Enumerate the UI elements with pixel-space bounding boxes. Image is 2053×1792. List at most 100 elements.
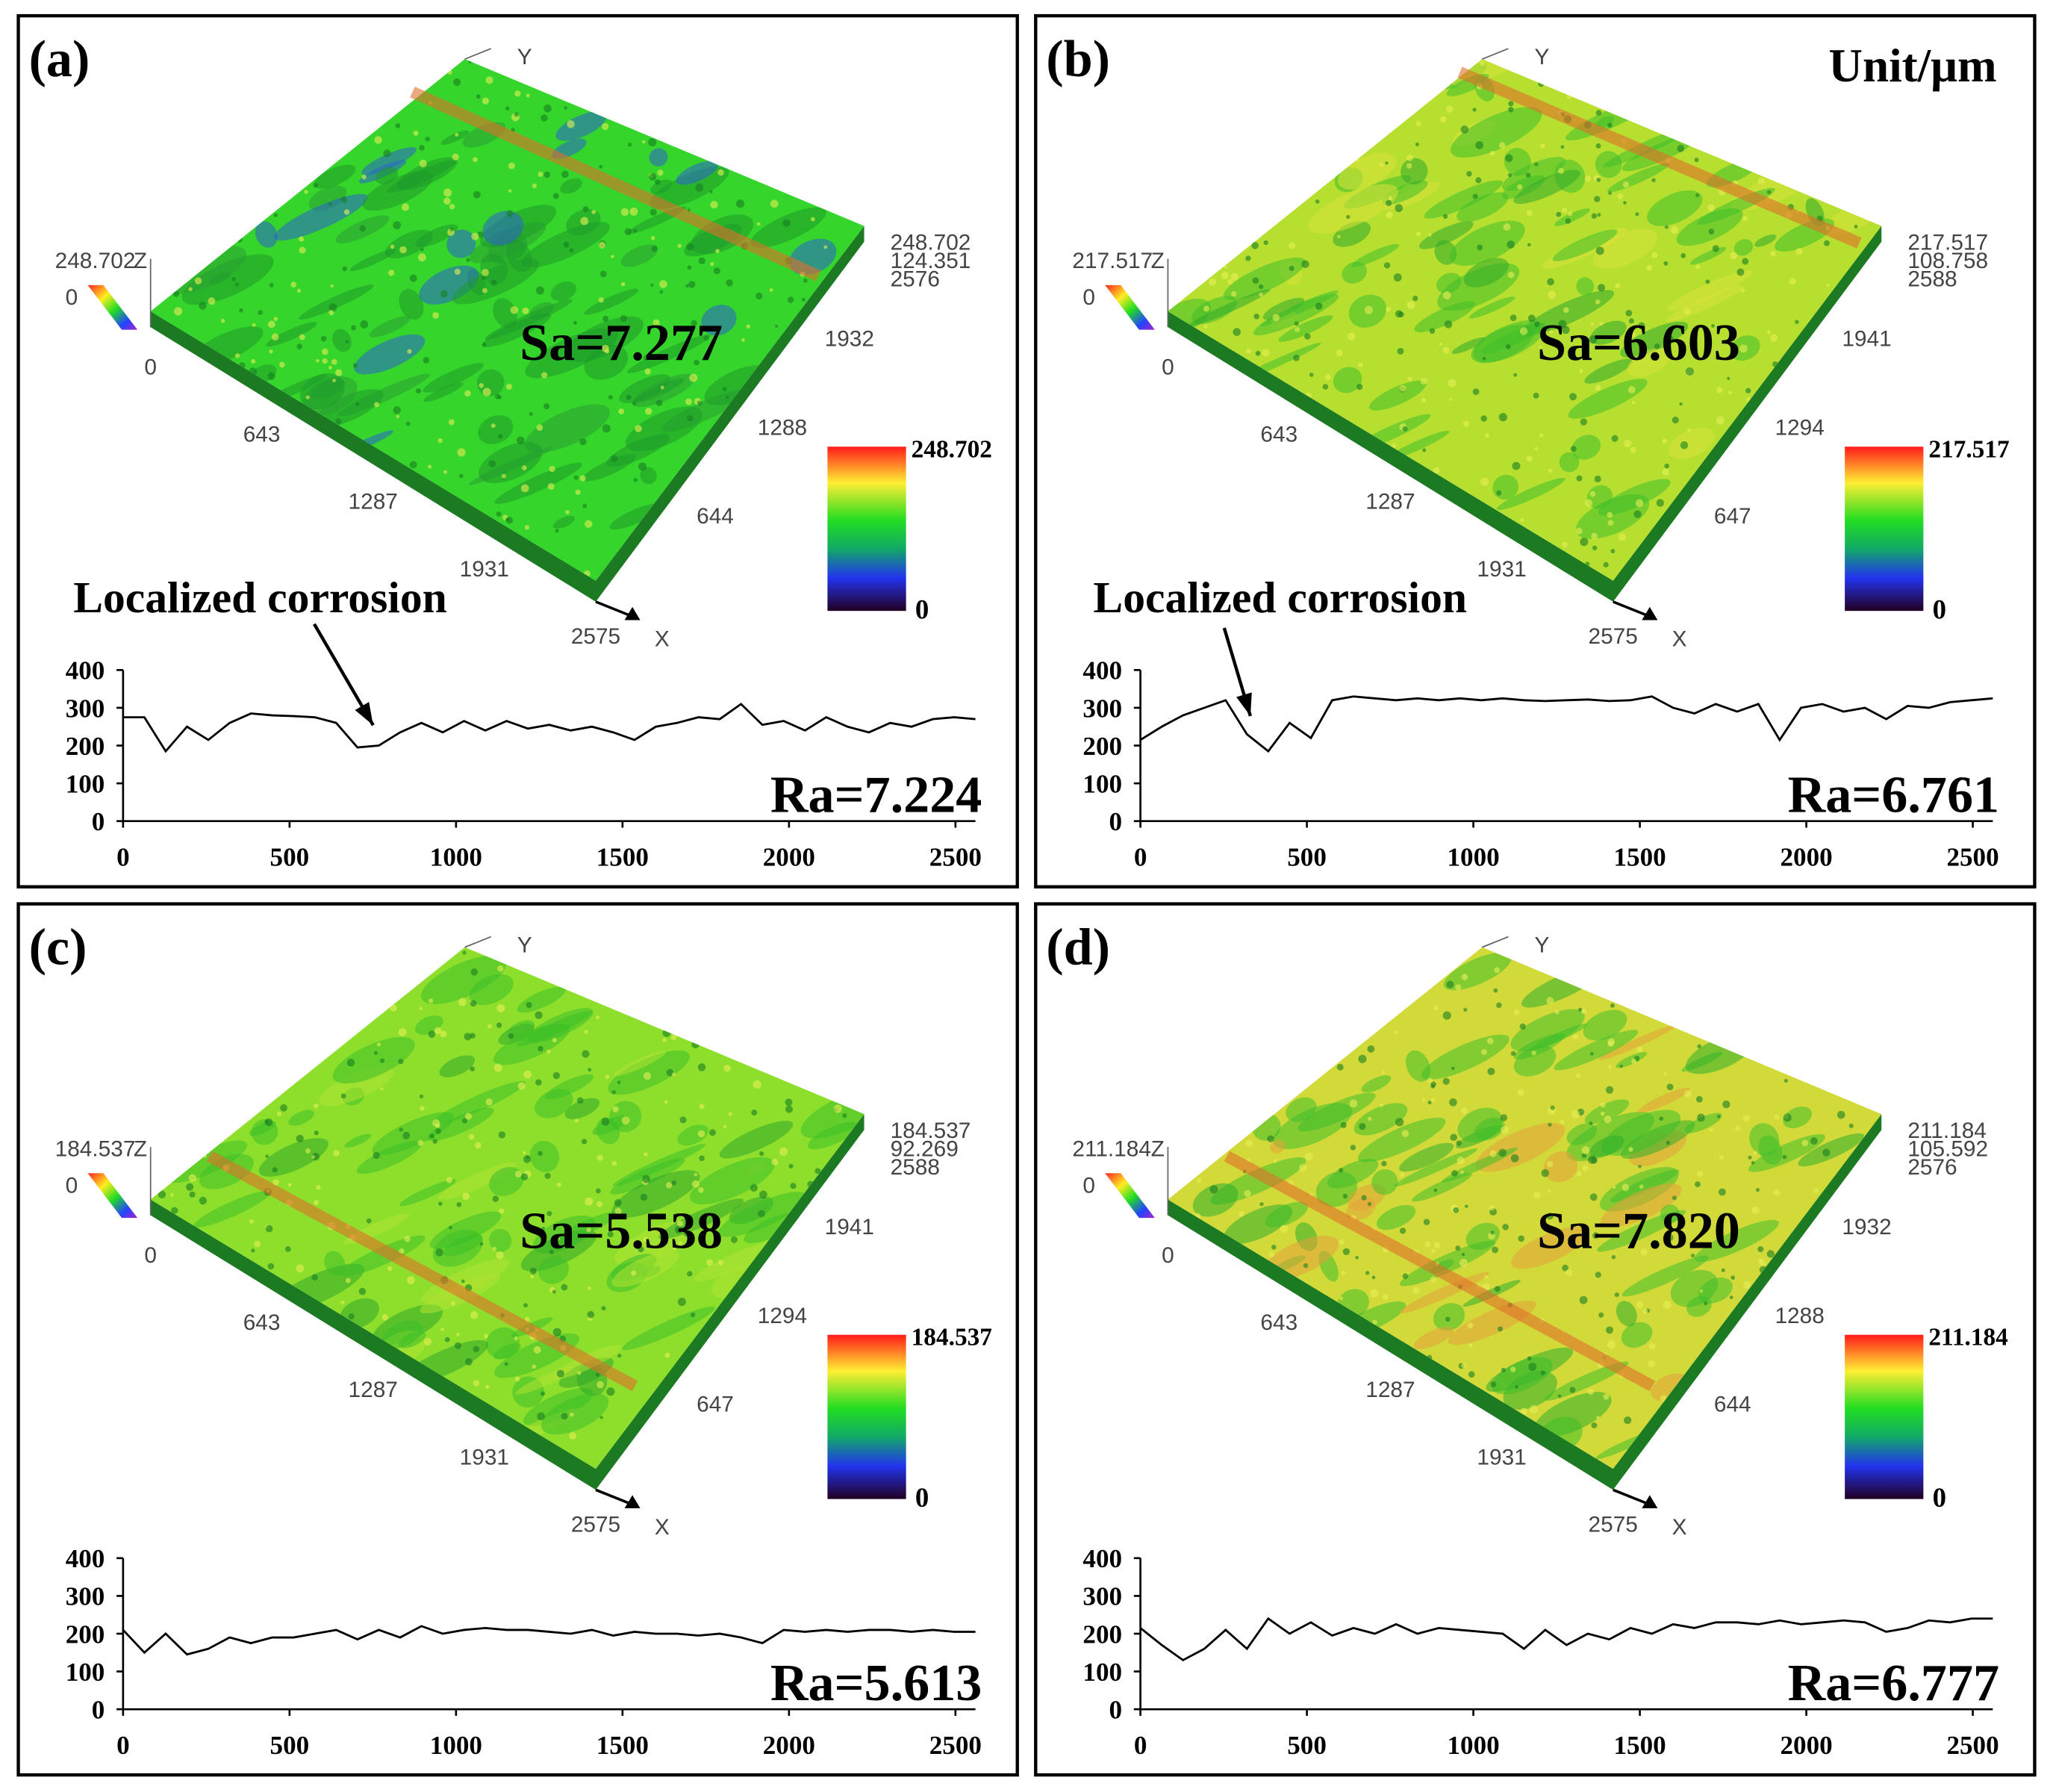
surface-speck bbox=[1415, 142, 1419, 146]
surface-speck bbox=[1455, 1245, 1461, 1251]
surface-speck bbox=[587, 1310, 595, 1319]
y-tick-label: 100 bbox=[66, 769, 105, 798]
surface-patch bbox=[332, 329, 352, 352]
surface-speck bbox=[1406, 163, 1412, 169]
surface-speck bbox=[447, 69, 452, 75]
surface-speck bbox=[582, 1050, 590, 1058]
surface-speck bbox=[651, 245, 658, 252]
surface-speck bbox=[685, 284, 689, 288]
surface-patch bbox=[288, 1110, 314, 1126]
surface-speck bbox=[543, 403, 550, 410]
surface-speck bbox=[1666, 1083, 1674, 1091]
surface-patch bbox=[1418, 221, 1474, 249]
annotation: Localized corrosion bbox=[1093, 573, 1467, 622]
surface-speck bbox=[1412, 296, 1418, 302]
surface-patch bbox=[1463, 258, 1509, 287]
surface-speck bbox=[1525, 172, 1531, 178]
surface-speck bbox=[1607, 1038, 1616, 1046]
surface-speck bbox=[290, 281, 297, 288]
annotation: Localized corrosion bbox=[73, 573, 447, 622]
y-tick-label: 100 bbox=[1082, 769, 1122, 798]
surface-speck bbox=[1526, 455, 1533, 462]
surface-speck bbox=[627, 142, 632, 147]
surface-patch bbox=[1798, 1133, 1865, 1167]
surface bbox=[150, 947, 864, 1469]
surface-speck bbox=[1711, 324, 1715, 328]
surface-speck bbox=[1245, 255, 1251, 261]
surface-speck bbox=[1533, 1191, 1541, 1199]
surface-speck bbox=[479, 1242, 484, 1246]
colorbar-max-label: 184.537 bbox=[912, 1324, 992, 1351]
surface-speck bbox=[538, 172, 543, 177]
surface-speck bbox=[461, 1279, 465, 1284]
y-tick-label: 300 bbox=[66, 1582, 105, 1611]
surface-z-axis-name: Z bbox=[1151, 1136, 1165, 1161]
surface-speck bbox=[585, 520, 593, 528]
surface-speck bbox=[330, 284, 334, 288]
surface-speck bbox=[1267, 1135, 1274, 1142]
colorbar bbox=[1845, 1334, 1924, 1499]
colorbar bbox=[827, 1334, 906, 1499]
surface-speck bbox=[405, 421, 411, 426]
surface-patch bbox=[479, 441, 543, 484]
z-wedge bbox=[87, 1173, 138, 1219]
surface-speck bbox=[664, 1352, 670, 1358]
surface-speck bbox=[311, 1155, 315, 1159]
surface-speck bbox=[1430, 1083, 1436, 1089]
surface-speck bbox=[492, 1195, 499, 1202]
surface-speck bbox=[496, 511, 502, 517]
surface-patch bbox=[439, 1055, 476, 1077]
surface-speck bbox=[599, 1416, 603, 1419]
surface-speck bbox=[666, 1068, 674, 1077]
surface-speck bbox=[432, 312, 440, 319]
surface-patch bbox=[493, 1343, 521, 1360]
surface-speck bbox=[552, 1289, 556, 1294]
surface-speck bbox=[508, 189, 512, 193]
surface-speck bbox=[673, 1247, 676, 1251]
surface-speck bbox=[1340, 1121, 1347, 1128]
surface-patch bbox=[1278, 315, 1333, 342]
surface-patch bbox=[420, 955, 507, 1004]
surface-speck bbox=[538, 1151, 543, 1157]
surface-z-max-label: 211.184 bbox=[1907, 1119, 1987, 1143]
surface-patch bbox=[592, 1115, 629, 1136]
surface-speck bbox=[1221, 271, 1229, 279]
surface-patch bbox=[1754, 234, 1777, 247]
surface-speck bbox=[643, 1236, 648, 1242]
surface-speck bbox=[595, 1372, 599, 1377]
surface-patch bbox=[552, 1211, 619, 1244]
surface-speck bbox=[769, 287, 773, 292]
surface-speck bbox=[340, 1093, 346, 1099]
surface-speck bbox=[1498, 413, 1507, 422]
y-tick-label: 400 bbox=[1082, 656, 1122, 685]
y-tick-label: 400 bbox=[1082, 1544, 1122, 1573]
surface-speck bbox=[333, 1150, 340, 1157]
surface-speck bbox=[1594, 475, 1601, 483]
surface-skirt bbox=[1168, 1114, 1882, 1490]
surface-patch bbox=[423, 362, 485, 393]
surface-speck bbox=[691, 1180, 700, 1188]
surface-speck bbox=[1259, 1202, 1264, 1207]
surface-speck bbox=[1490, 1381, 1497, 1387]
surface-speck bbox=[1766, 190, 1772, 195]
surface-speck bbox=[1568, 211, 1573, 217]
surface-speck bbox=[1381, 1160, 1387, 1167]
surface-speck bbox=[1304, 333, 1311, 340]
surface-speck bbox=[456, 1201, 462, 1207]
y-tick-label: 200 bbox=[66, 732, 105, 761]
surface-speck bbox=[1429, 328, 1436, 335]
surface-speck bbox=[1259, 292, 1263, 297]
surface-patch bbox=[1265, 1201, 1308, 1228]
surface-z-axis-name: Z bbox=[134, 249, 147, 273]
surface-speck bbox=[1623, 201, 1627, 205]
surface-speck bbox=[305, 1148, 311, 1154]
surface-speck bbox=[419, 1007, 423, 1010]
surface-speck bbox=[580, 217, 589, 225]
surface-speck bbox=[402, 1131, 411, 1139]
surface-patch bbox=[540, 1393, 609, 1435]
surface-speck bbox=[1683, 308, 1691, 315]
surface-speck bbox=[620, 315, 628, 323]
surface-speck bbox=[1635, 499, 1644, 508]
surface-speck bbox=[801, 297, 806, 302]
surface-speck bbox=[194, 277, 202, 284]
